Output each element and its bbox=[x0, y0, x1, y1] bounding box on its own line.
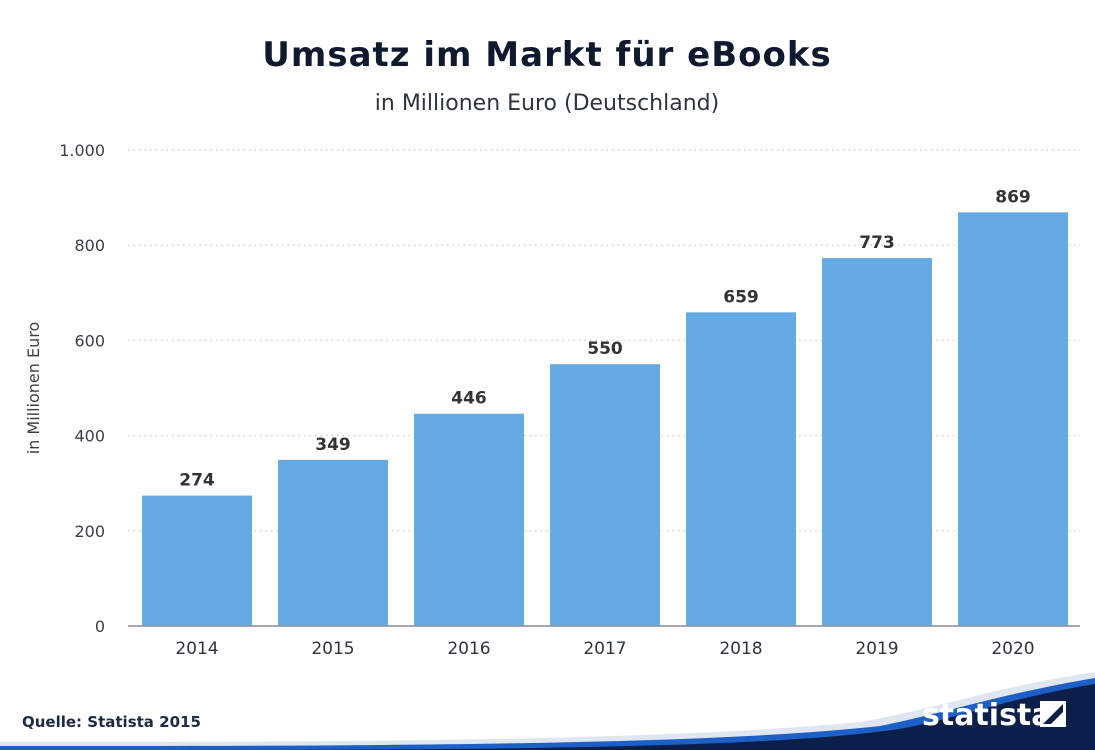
bar-2014 bbox=[142, 495, 252, 626]
x-axis-ticks: 2014 2015 2016 2017 2018 2019 2020 bbox=[175, 639, 1034, 659]
bar-2018 bbox=[686, 312, 796, 626]
x-tick-label-2019: 2019 bbox=[855, 639, 898, 659]
data-label-2019: 773 bbox=[859, 233, 895, 253]
x-tick-label-2017: 2017 bbox=[583, 639, 626, 659]
source-note: Quelle: Statista 2015 bbox=[22, 713, 201, 731]
chart-title: Umsatz im Markt für eBooks bbox=[262, 35, 831, 75]
bars bbox=[142, 212, 1068, 626]
x-tick-label-2015: 2015 bbox=[311, 639, 354, 659]
statista-logo-icon bbox=[1040, 701, 1066, 727]
bar-2016 bbox=[414, 413, 524, 626]
statista-logo-text: statista bbox=[922, 698, 1052, 733]
x-tick-label-2018: 2018 bbox=[719, 639, 762, 659]
data-label-2018: 659 bbox=[723, 287, 759, 307]
y-axis-ticks: 0 200 400 600 800 1.000 bbox=[59, 141, 105, 636]
data-label-2017: 550 bbox=[587, 339, 623, 359]
bar-2017 bbox=[550, 364, 660, 626]
y-tick-label: 600 bbox=[74, 331, 105, 350]
bar-2020 bbox=[958, 212, 1068, 626]
footer-dark-band bbox=[150, 684, 1095, 750]
data-labels: 274 349 446 550 659 773 869 bbox=[179, 187, 1031, 490]
y-tick-label: 800 bbox=[74, 236, 105, 255]
y-axis-label: in Millionen Euro bbox=[24, 322, 43, 455]
footer-light-band bbox=[0, 672, 1095, 750]
data-label-2020: 869 bbox=[995, 187, 1031, 207]
bar-2019 bbox=[822, 258, 932, 626]
bar-2015 bbox=[278, 459, 388, 626]
data-label-2016: 446 bbox=[451, 389, 487, 409]
footer-blue-band bbox=[0, 678, 1095, 750]
data-label-2015: 349 bbox=[315, 435, 351, 455]
y-tick-label: 400 bbox=[74, 427, 105, 446]
x-tick-label-2014: 2014 bbox=[175, 639, 218, 659]
y-tick-label: 0 bbox=[95, 617, 105, 636]
y-tick-label: 200 bbox=[74, 522, 105, 541]
data-label-2014: 274 bbox=[179, 471, 215, 491]
x-tick-label-2016: 2016 bbox=[447, 639, 490, 659]
chart-subtitle: in Millionen Euro (Deutschland) bbox=[375, 91, 719, 116]
x-tick-label-2020: 2020 bbox=[991, 639, 1034, 659]
y-tick-label: 1.000 bbox=[59, 141, 105, 160]
statista-logo: statista bbox=[922, 698, 1066, 733]
footer-band bbox=[0, 672, 1095, 750]
